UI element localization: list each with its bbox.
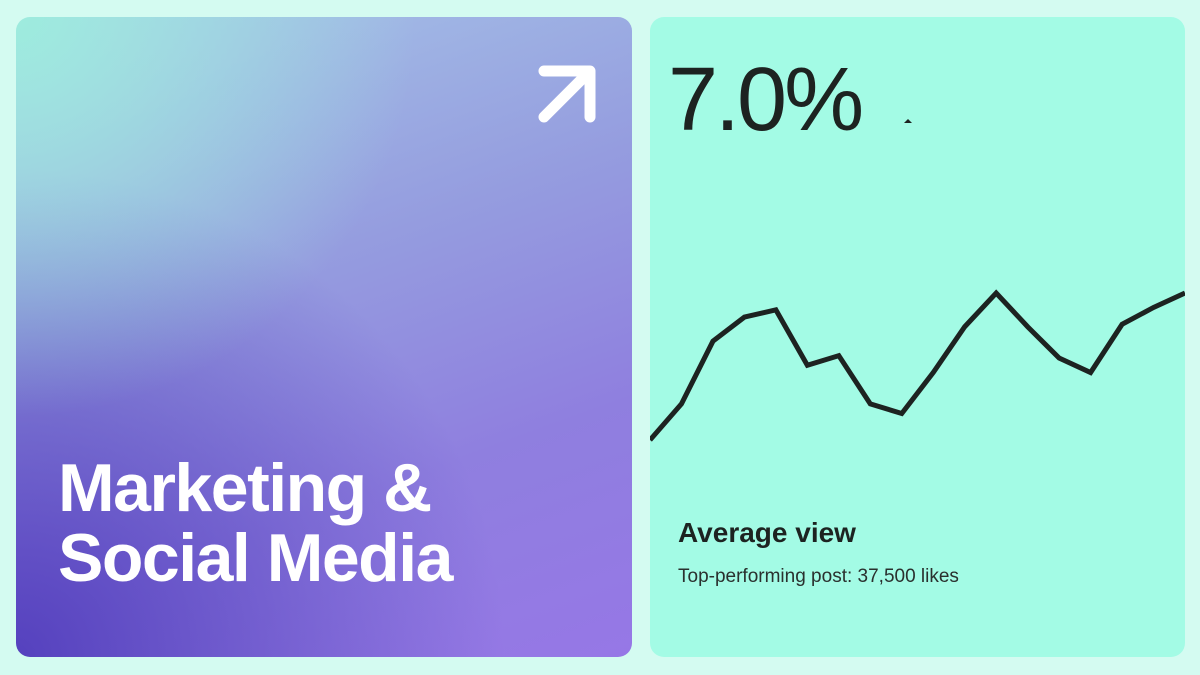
card-title: Marketing & Social Media bbox=[58, 450, 453, 596]
metric-label: Average view bbox=[678, 517, 856, 548]
marketing-card[interactable]: Marketing & Social Media bbox=[16, 17, 632, 657]
title-line-2: Social Media bbox=[58, 520, 453, 596]
line-chart bbox=[650, 289, 1185, 442]
title-line-1: Marketing & bbox=[58, 450, 432, 526]
metric-value: 7.0% bbox=[668, 50, 864, 150]
metric-subtitle: Top-performing post: 37,500 likes bbox=[678, 566, 959, 587]
arrow-up-right-icon bbox=[538, 65, 596, 123]
stats-card: 7.0% Average view Top-performing post: 3… bbox=[650, 17, 1185, 657]
series-line bbox=[650, 289, 1185, 442]
caret-mark bbox=[904, 119, 912, 123]
